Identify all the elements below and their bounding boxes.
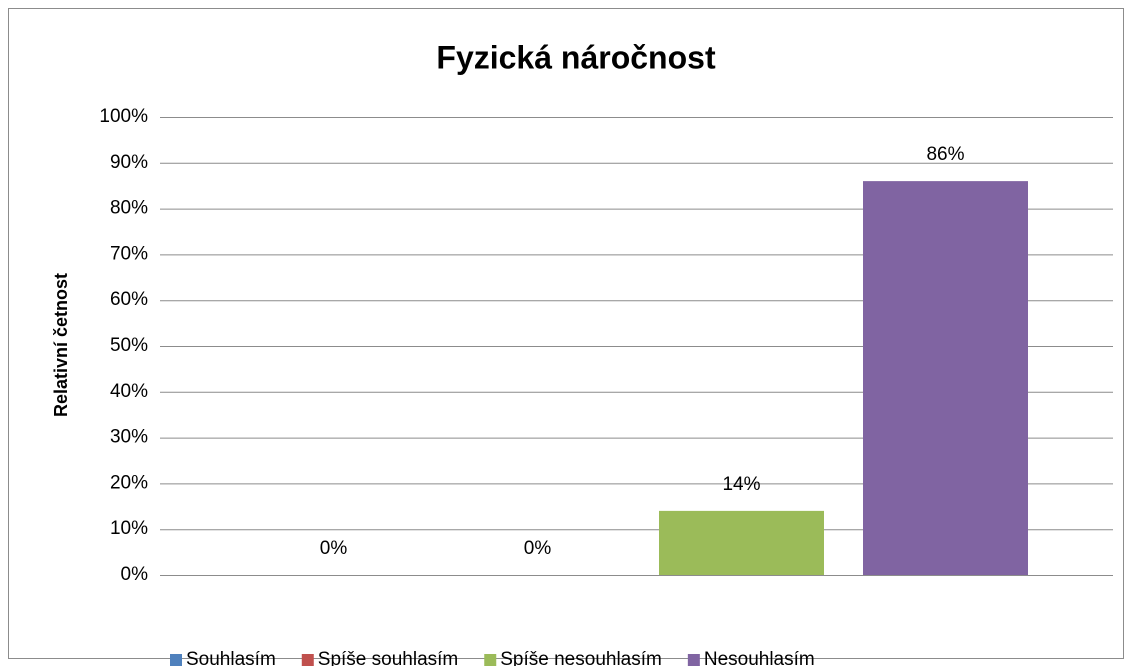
data-label: 0% [524, 538, 552, 559]
y-tick-label: 20% [110, 472, 148, 493]
data-label: 14% [722, 474, 760, 495]
bar [863, 181, 1028, 575]
y-tick-label: 0% [121, 564, 149, 585]
legend-swatch [301, 654, 314, 666]
y-tick-label: 50% [110, 335, 148, 356]
data-label: 86% [926, 144, 964, 165]
y-tick-label: 40% [110, 381, 148, 402]
y-tick-label: 90% [110, 152, 148, 173]
data-label: 0% [320, 538, 348, 559]
legend-label: Spíše souhlasím [318, 649, 458, 666]
legend-swatch [170, 654, 182, 666]
legend-label: Souhlasím [186, 649, 276, 666]
bar [659, 510, 824, 575]
y-axis-label: Relativní četnost [51, 273, 71, 417]
legend-label: Nesouhlasím [704, 649, 815, 666]
y-tick-label: 80% [110, 198, 148, 219]
legend-swatch [687, 654, 700, 666]
legend-label: Spíše nesouhlasím [500, 649, 662, 666]
chart-title: Fyzická náročnost [436, 39, 716, 75]
y-tick-label: 60% [110, 289, 148, 310]
y-tick-label: 70% [110, 243, 148, 264]
y-tick-label: 100% [99, 106, 148, 127]
y-tick-label: 10% [110, 518, 148, 539]
legend-swatch [484, 654, 497, 666]
y-tick-label: 30% [110, 427, 148, 448]
